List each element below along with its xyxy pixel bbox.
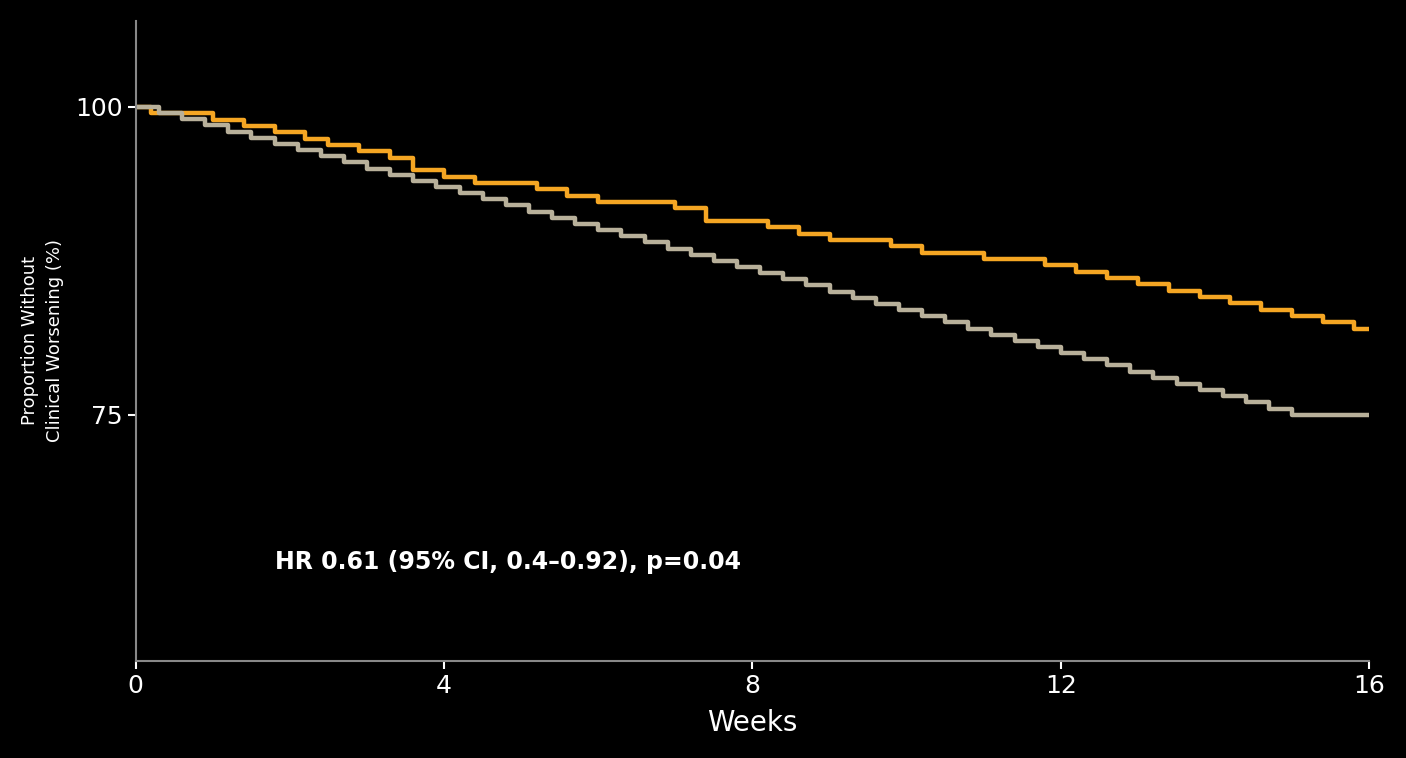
X-axis label: Weeks: Weeks xyxy=(707,709,797,738)
Text: HR 0.61 (95% CI, 0.4–0.92), p=0.04: HR 0.61 (95% CI, 0.4–0.92), p=0.04 xyxy=(274,550,741,575)
Y-axis label: Proportion Without
Clinical Worsening (%): Proportion Without Clinical Worsening (%… xyxy=(21,240,63,443)
